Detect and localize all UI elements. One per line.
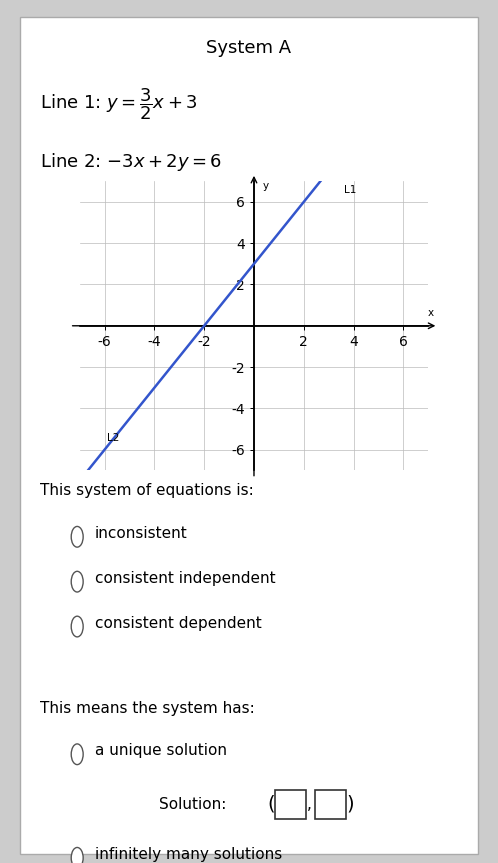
Text: x: x [428,307,434,318]
Text: infinitely many solutions: infinitely many solutions [95,847,282,862]
Text: This system of equations is:: This system of equations is: [40,483,253,498]
Circle shape [71,571,83,592]
FancyBboxPatch shape [315,790,346,819]
Text: L2: L2 [107,433,120,444]
Text: consistent independent: consistent independent [95,570,275,586]
Text: consistent dependent: consistent dependent [95,615,261,631]
Text: System A: System A [207,39,291,57]
Circle shape [71,847,83,863]
FancyBboxPatch shape [275,790,306,819]
Text: Line 1: $y = \dfrac{3}{2}x + 3$: Line 1: $y = \dfrac{3}{2}x + 3$ [40,86,198,122]
Circle shape [71,526,83,547]
Text: (: ( [267,795,275,814]
Text: This means the system has:: This means the system has: [40,701,254,715]
Text: inconsistent: inconsistent [95,526,187,541]
Text: ): ) [346,795,354,814]
Text: y: y [263,181,269,192]
Text: L1: L1 [344,186,356,195]
Circle shape [71,616,83,637]
Text: a unique solution: a unique solution [95,743,227,759]
Circle shape [71,744,83,765]
Text: ,: , [307,797,312,812]
Text: Solution:: Solution: [159,797,227,812]
FancyBboxPatch shape [20,17,478,854]
Text: Line 2: $-3x + 2y = 6$: Line 2: $-3x + 2y = 6$ [40,151,222,173]
